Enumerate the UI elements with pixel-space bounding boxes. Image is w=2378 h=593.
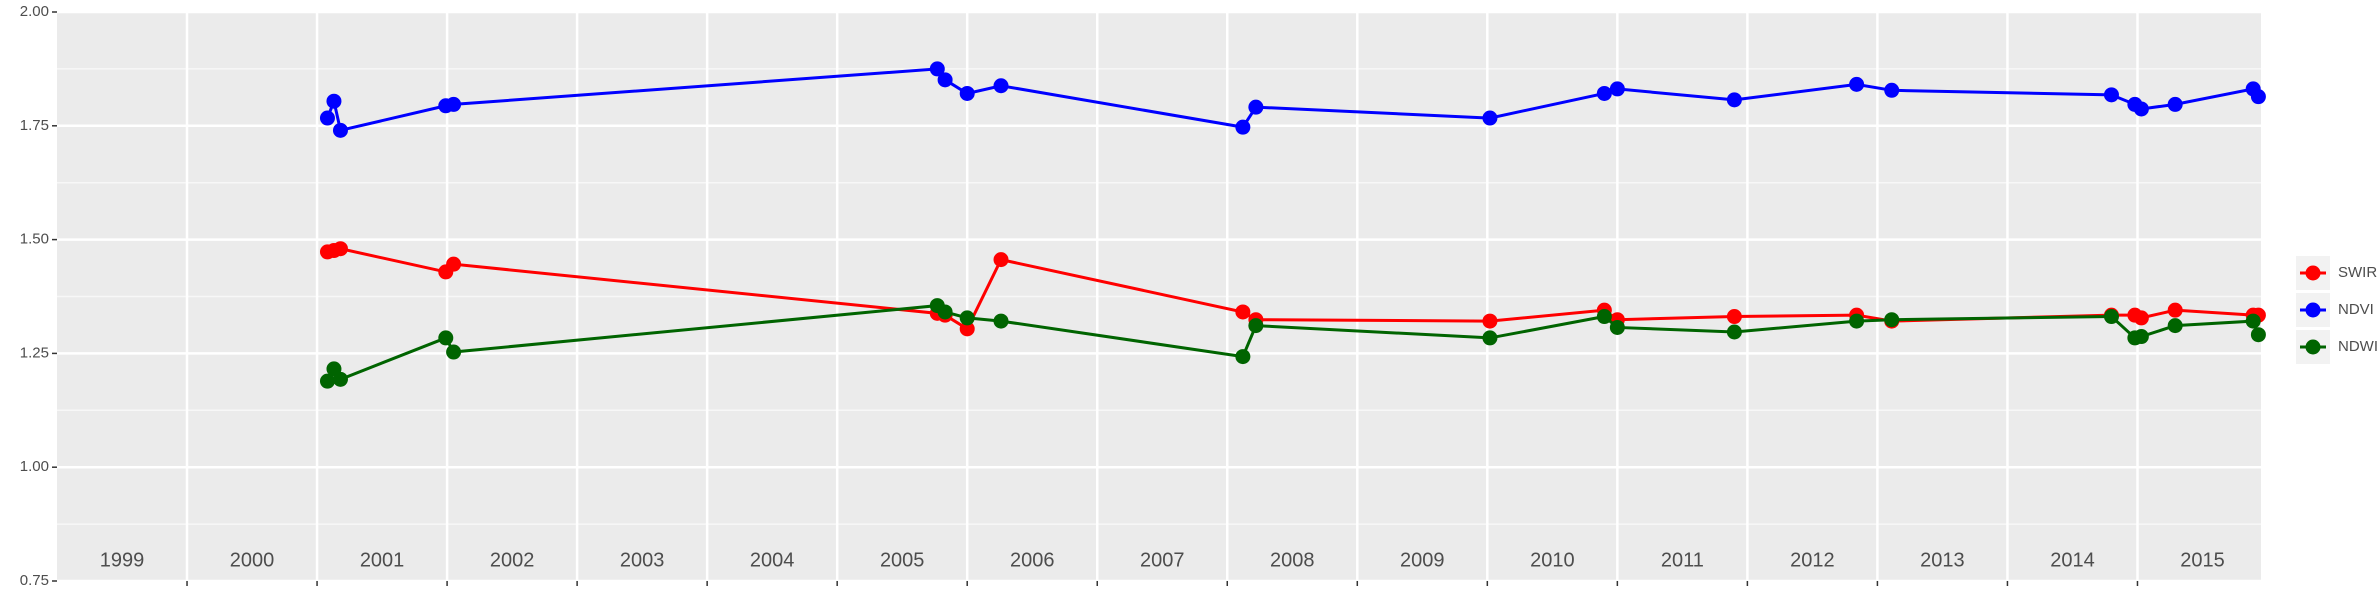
point — [959, 321, 975, 337]
year-label: 2001 — [360, 549, 405, 571]
y-tick-label: 1.75 — [20, 117, 49, 134]
legend-label: NDWI — [2338, 338, 2378, 355]
legend-point — [2305, 265, 2321, 281]
point — [959, 310, 975, 326]
legend-point — [2305, 302, 2321, 318]
point — [937, 304, 953, 320]
point — [1609, 81, 1625, 97]
point — [1248, 99, 1264, 115]
point — [1235, 119, 1251, 135]
point — [929, 61, 945, 77]
y-tick-label: 1.25 — [20, 344, 49, 361]
point — [326, 93, 342, 109]
point — [993, 252, 1009, 268]
point — [2245, 313, 2261, 329]
point — [2250, 327, 2266, 343]
point — [446, 256, 462, 272]
point — [1849, 76, 1865, 92]
point — [446, 344, 462, 360]
point — [332, 122, 348, 138]
year-label: 2008 — [1270, 549, 1315, 571]
year-label: 2013 — [1920, 549, 1965, 571]
legend-label: NDVI — [2338, 301, 2374, 318]
y-tick-label: 1.50 — [20, 231, 49, 248]
point — [2133, 101, 2149, 117]
y-tick-label: 0.75 — [20, 572, 49, 589]
point — [1235, 349, 1251, 365]
year-label: 2000 — [230, 549, 275, 571]
point — [1884, 312, 1900, 328]
point — [2133, 310, 2149, 326]
point — [1726, 309, 1742, 325]
legend-label: SWIR — [2338, 264, 2377, 281]
year-label: 2009 — [1400, 549, 1445, 571]
point — [2167, 96, 2183, 112]
point — [1596, 85, 1612, 101]
y-tick-label: 2.00 — [20, 3, 49, 20]
year-label: 2015 — [2180, 549, 2225, 571]
point — [1248, 318, 1264, 334]
point — [1482, 313, 1498, 329]
year-label: 2010 — [1530, 549, 1575, 571]
year-label: 2012 — [1790, 549, 1835, 571]
point — [1726, 92, 1742, 108]
point — [319, 110, 335, 126]
point — [2103, 309, 2119, 325]
point — [1482, 110, 1498, 126]
year-label: 2014 — [2050, 549, 2095, 571]
year-label: 2011 — [1661, 549, 1704, 571]
y-tick-label: 1.00 — [20, 458, 49, 475]
point — [319, 373, 335, 389]
point — [1596, 309, 1612, 325]
point — [438, 330, 454, 346]
point — [2167, 302, 2183, 318]
point — [2133, 329, 2149, 345]
point — [993, 78, 1009, 94]
year-label: 2005 — [880, 549, 925, 571]
point — [1235, 304, 1251, 320]
point — [1726, 324, 1742, 340]
year-label: 2007 — [1140, 549, 1185, 571]
point — [2103, 87, 2119, 103]
year-label: 2003 — [620, 549, 665, 571]
point — [1849, 313, 1865, 329]
legend-point — [2305, 339, 2321, 355]
year-label: 1999 — [100, 549, 145, 571]
year-label: 2002 — [490, 549, 535, 571]
point — [1482, 330, 1498, 346]
point — [332, 371, 348, 387]
point — [937, 72, 953, 88]
point — [993, 313, 1009, 329]
point — [1884, 82, 1900, 98]
point — [332, 241, 348, 257]
point — [2250, 89, 2266, 105]
point — [446, 96, 462, 112]
year-label: 2006 — [1010, 549, 1055, 571]
point — [2167, 318, 2183, 334]
point — [959, 85, 975, 101]
point — [1609, 319, 1625, 335]
year-label: 2004 — [750, 549, 795, 571]
